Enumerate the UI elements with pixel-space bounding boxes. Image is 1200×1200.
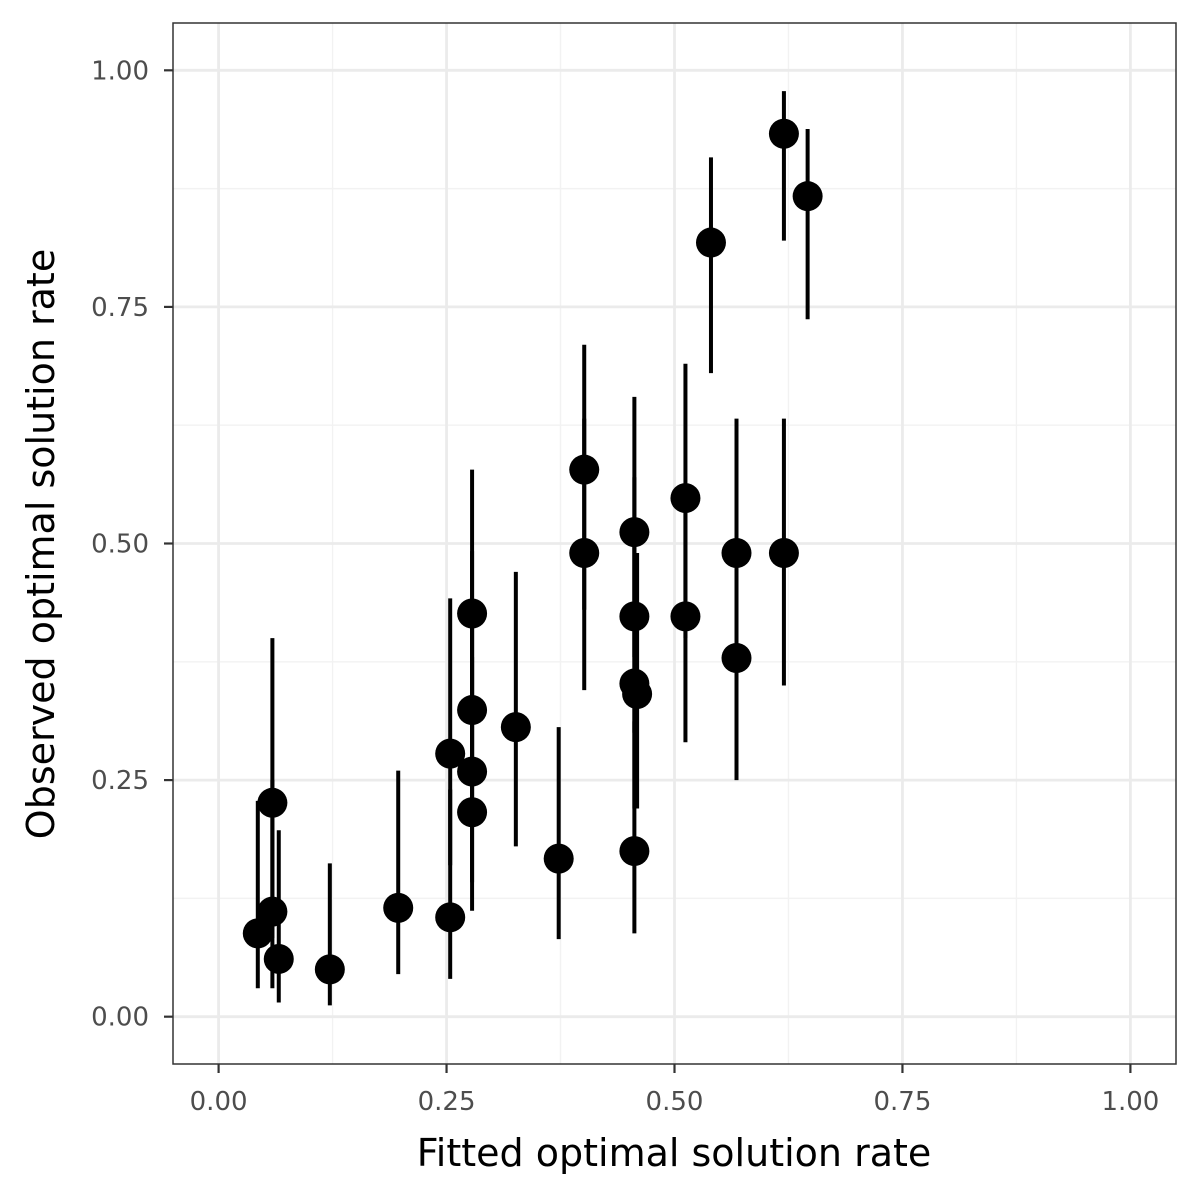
data-point — [768, 118, 799, 149]
data-point — [263, 943, 294, 974]
y-tick-label: 0.75 — [91, 293, 149, 323]
data-point — [314, 954, 345, 985]
data-point — [457, 756, 488, 787]
x-axis-title: Fitted optimal solution rate — [417, 1131, 932, 1175]
error-bars — [255, 91, 810, 1006]
data-point — [435, 902, 466, 933]
data-point — [457, 598, 488, 629]
data-point — [695, 227, 726, 258]
x-tick-label: 0.00 — [190, 1087, 248, 1117]
data-point — [242, 918, 273, 949]
data-point — [721, 643, 752, 674]
data-point — [457, 797, 488, 828]
y-axis-title: Observed optimal solution rate — [19, 249, 63, 839]
data-point — [619, 836, 650, 867]
y-axis-ticks: 0.00 0.25 0.50 0.75 1.00 — [91, 56, 173, 1033]
data-points — [242, 118, 823, 985]
x-tick-label: 0.50 — [646, 1087, 704, 1117]
x-axis-ticks: 0.00 0.25 0.50 0.75 1.00 — [190, 1064, 1159, 1117]
data-point — [670, 483, 701, 514]
y-tick-label: 0.25 — [91, 766, 149, 796]
x-tick-label: 0.25 — [418, 1087, 476, 1117]
data-point — [500, 712, 531, 743]
data-point — [543, 843, 574, 874]
x-tick-label: 1.00 — [1101, 1087, 1159, 1117]
major-gridlines — [173, 23, 1176, 1064]
data-point — [569, 537, 600, 568]
y-tick-label: 1.00 — [91, 56, 149, 86]
data-point — [257, 896, 288, 927]
x-tick-label: 0.75 — [874, 1087, 932, 1117]
data-point — [257, 787, 288, 818]
y-tick-label: 0.50 — [91, 530, 149, 560]
data-point — [670, 601, 701, 632]
data-point — [383, 892, 414, 923]
data-point — [457, 695, 488, 726]
data-point — [619, 601, 650, 632]
data-point — [619, 517, 650, 548]
data-point — [622, 678, 653, 709]
data-point — [792, 181, 823, 212]
data-point — [569, 454, 600, 485]
y-tick-label: 0.00 — [91, 1003, 149, 1033]
data-point — [721, 537, 752, 568]
data-point — [435, 738, 466, 769]
data-point — [768, 537, 799, 568]
